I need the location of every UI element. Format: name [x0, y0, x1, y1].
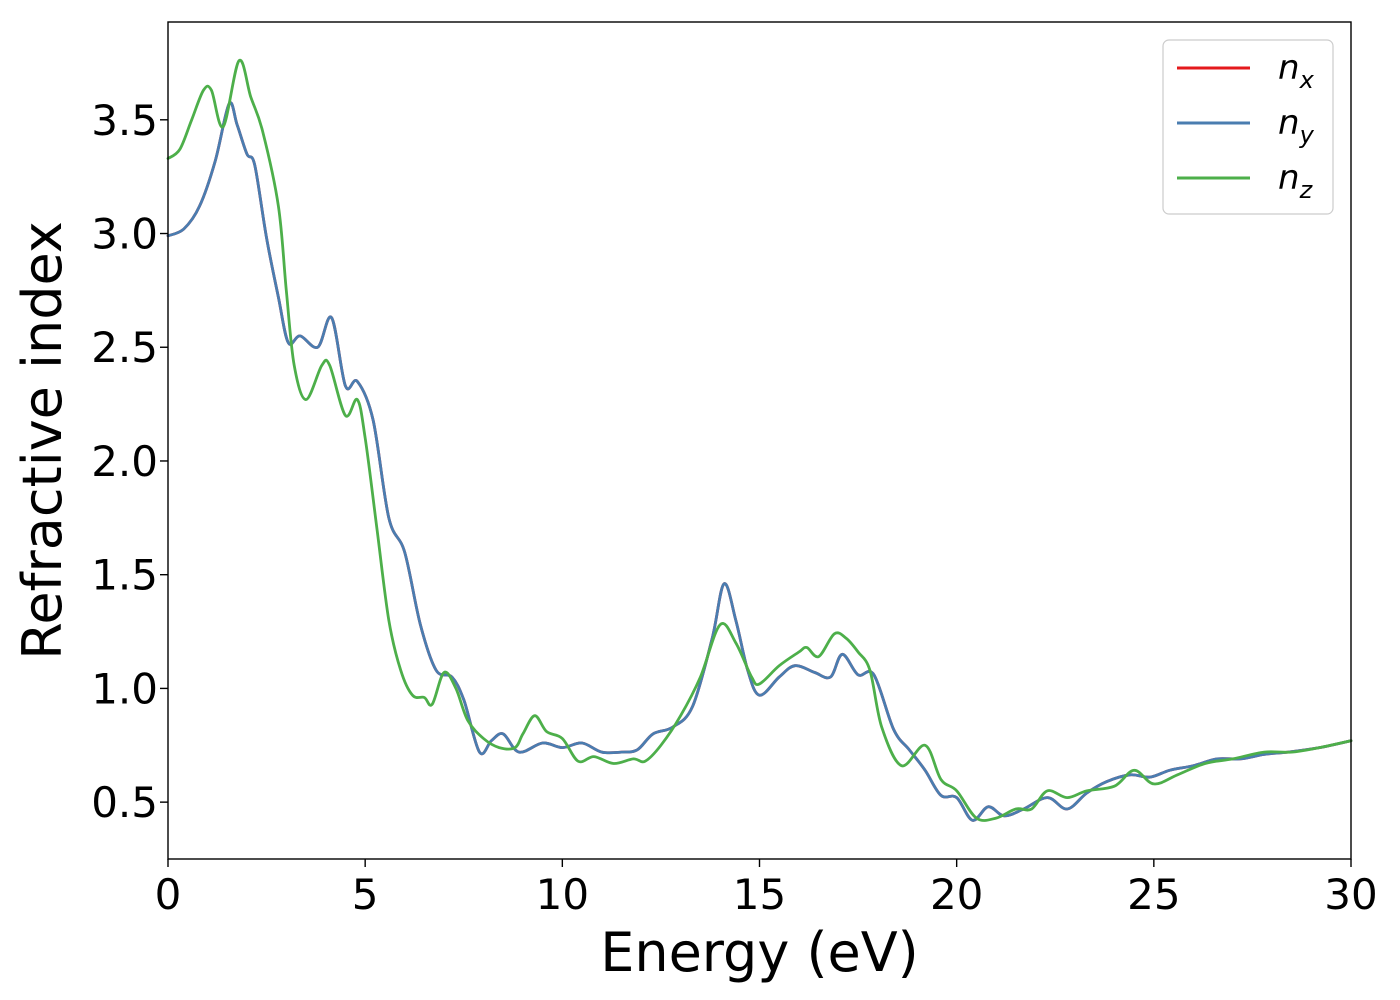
y-tick-label: 2.5 [91, 323, 158, 372]
y-tick-label: 2.0 [91, 437, 158, 486]
y-tick-label: 1.5 [91, 551, 158, 600]
x-tick-label: 0 [155, 870, 182, 919]
x-tick-label: 30 [1324, 870, 1377, 919]
y-axis-ticks: 0.5 1.0 1.5 2.0 2.5 3.0 3.5 [91, 96, 168, 827]
x-tick-label: 15 [733, 870, 786, 919]
legend-label-subscript: y [1299, 121, 1315, 149]
legend-label-subscript: z [1299, 176, 1314, 204]
x-axis-label: Energy (eV) [600, 921, 919, 984]
y-tick-label: 3.0 [91, 210, 158, 259]
series-line-y [166, 101, 1353, 822]
legend-label-z: nz [1278, 158, 1314, 204]
x-tick-label: 5 [352, 870, 379, 919]
legend-label-base: n [1278, 158, 1300, 198]
legend-label-base: n [1278, 48, 1300, 88]
y-tick-label: 1.0 [91, 664, 158, 713]
x-axis-ticks: 0 5 10 15 20 25 30 [155, 859, 1378, 919]
legend-label-x: nx [1278, 48, 1315, 94]
x-tick-label: 25 [1127, 870, 1180, 919]
legend-box [1162, 39, 1334, 215]
legend-label-base: n [1278, 103, 1300, 143]
series-line-z [166, 58, 1353, 822]
y-tick-label: 3.5 [91, 96, 158, 145]
x-tick-label: 10 [536, 870, 589, 919]
x-tick-label: 20 [930, 870, 983, 919]
y-axis-label: Refractive index [11, 221, 74, 660]
y-tick-label: 0.5 [91, 778, 158, 827]
legend-label-subscript: x [1299, 66, 1315, 94]
series-layer [166, 58, 1353, 822]
legend-label-y: ny [1278, 103, 1315, 149]
